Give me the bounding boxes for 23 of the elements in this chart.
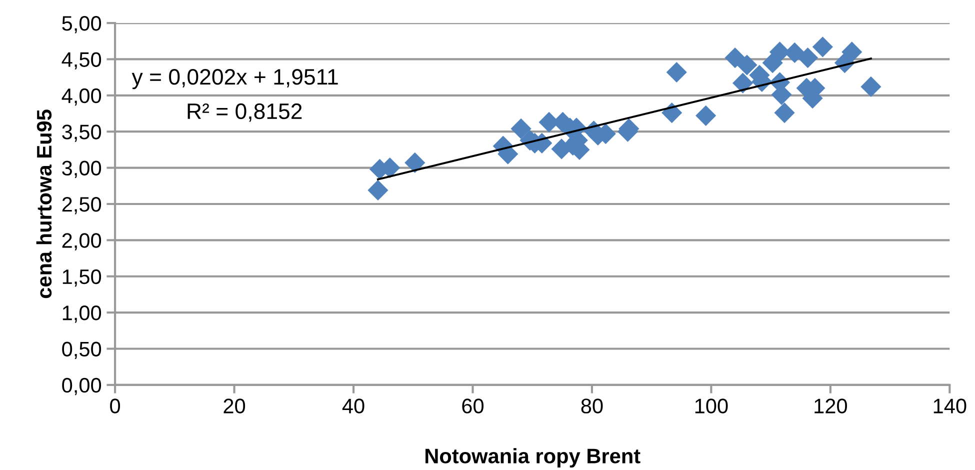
x-tick-label: 100 bbox=[695, 398, 728, 414]
x-tick-label: 0 bbox=[110, 398, 120, 414]
x-tick-label: 20 bbox=[224, 398, 246, 414]
y-tick-label: 0,50 bbox=[62, 342, 102, 359]
y-tick-label: 1,00 bbox=[62, 306, 102, 323]
annotation: y = 0,0202x + 1,9511 bbox=[132, 69, 338, 90]
y-tick-label: 0,00 bbox=[62, 378, 102, 396]
y-tick-label: 2,50 bbox=[62, 196, 102, 214]
y-tick-label: 2,00 bbox=[62, 233, 102, 250]
x-axis-title: Notowania ropy Brent bbox=[426, 448, 640, 468]
y-tick-label: 5,00 bbox=[62, 16, 102, 34]
x-tick-label: 140 bbox=[934, 398, 966, 414]
x-tick-label: 80 bbox=[581, 398, 603, 414]
y-tick-label: 3,00 bbox=[62, 160, 102, 178]
y-tick-label: 4,50 bbox=[62, 52, 102, 70]
y-axis-title: cena hurtowa Eu95 bbox=[36, 110, 52, 298]
y-tick-label: 1,50 bbox=[62, 269, 102, 287]
y-tick-label: 3,50 bbox=[62, 124, 102, 142]
x-tick-label: 40 bbox=[342, 398, 364, 414]
x-tick-label: 120 bbox=[814, 398, 847, 414]
annotation: R² = 0,8152 bbox=[188, 103, 302, 122]
x-tick-label: 60 bbox=[462, 398, 484, 414]
y-tick-label: 4,00 bbox=[62, 88, 102, 106]
